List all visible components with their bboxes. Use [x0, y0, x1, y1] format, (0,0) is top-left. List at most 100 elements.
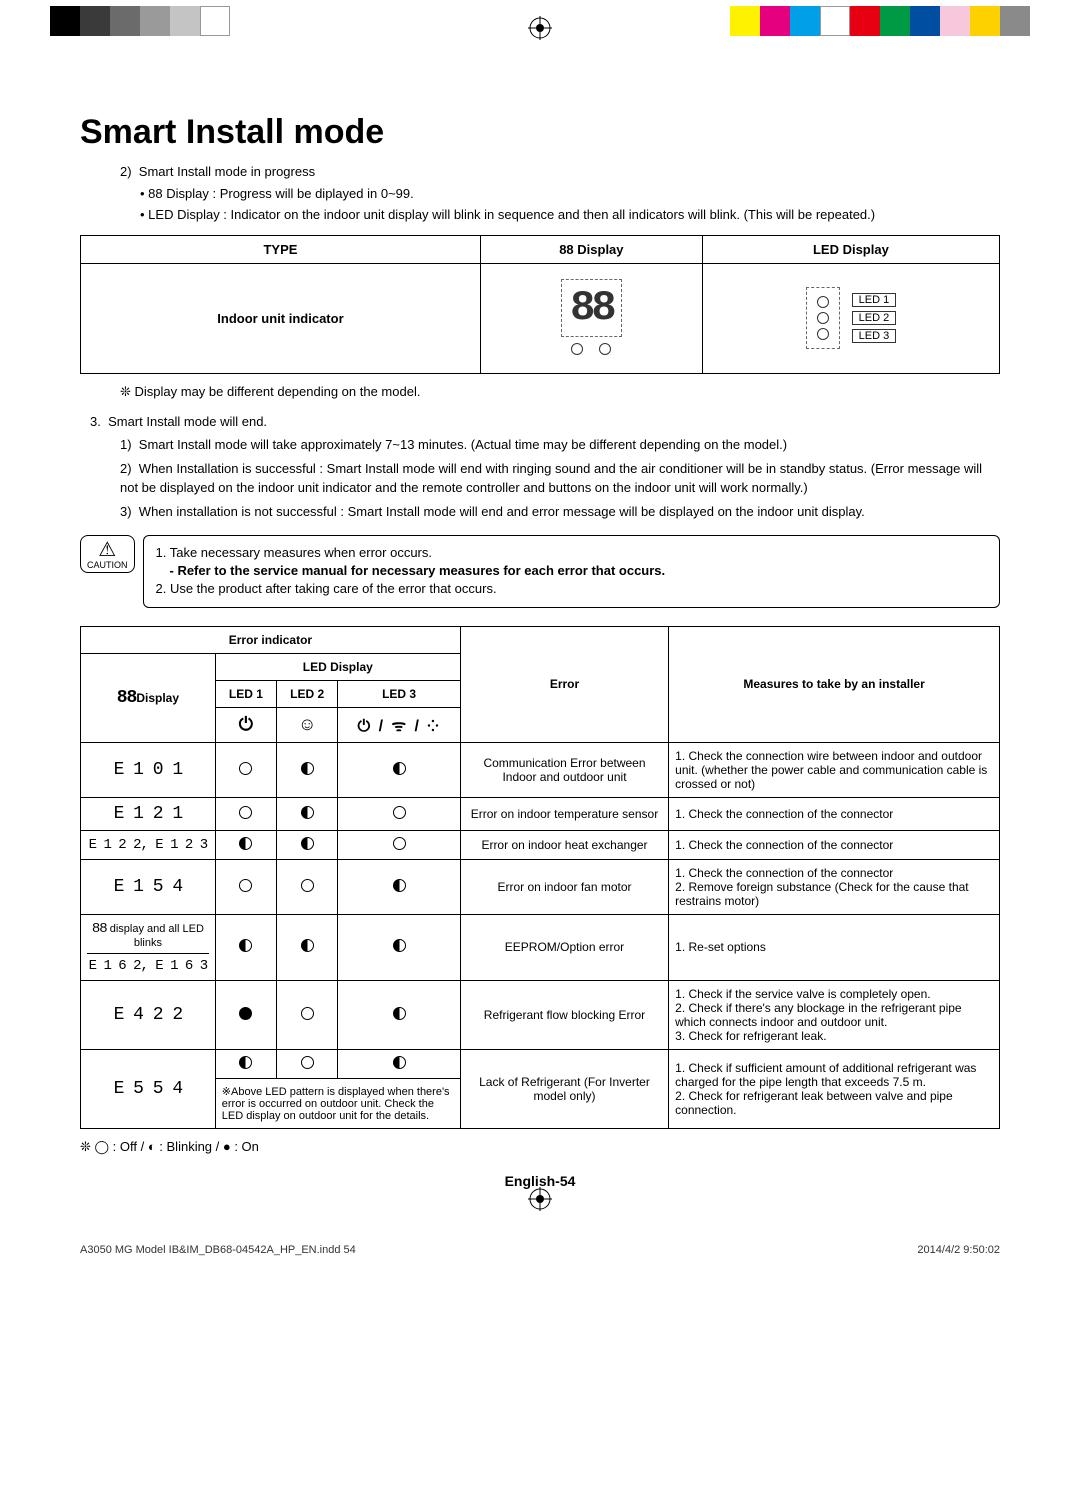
led3-state — [338, 830, 461, 859]
88-display-cell: 88 — [480, 263, 702, 373]
led-blink-icon — [239, 939, 252, 952]
s2n: 2) — [120, 461, 132, 476]
led-off-icon — [393, 837, 406, 850]
err-h-led: LED Display — [215, 653, 460, 680]
led2-state — [277, 1049, 338, 1078]
err-measure: 1. Check the connection wire between ind… — [669, 742, 1000, 797]
led-blink-icon — [393, 1056, 406, 1069]
err-text: EEPROM/Option error — [460, 914, 668, 980]
err-disp: E 5 5 4 — [81, 1049, 216, 1128]
led-off-icon — [239, 879, 252, 892]
led-off-icon — [301, 1007, 314, 1020]
led1-state — [215, 830, 276, 859]
err-measure: 1. Check if sufficient amount of additio… — [669, 1049, 1000, 1128]
led2-state — [277, 830, 338, 859]
intro-line: Smart Install mode in progress — [139, 164, 315, 179]
led-off-icon — [301, 1056, 314, 1069]
err-h-l2: LED 2 — [277, 680, 338, 707]
led-off-icon — [239, 806, 252, 819]
led-blink-icon — [239, 1056, 252, 1069]
err-text: Communication Error between Indoor and o… — [460, 742, 668, 797]
disp-h3: LED Display — [702, 235, 999, 263]
footer-file: A3050 MG Model IB&IM_DB68-04542A_HP_EN.i… — [80, 1244, 356, 1256]
section-3: 3. Smart Install mode will end. 1) Smart… — [90, 412, 1000, 522]
led2-icon: ☺ — [277, 707, 338, 742]
disp-h1: TYPE — [81, 235, 481, 263]
display-type-table: TYPE 88 Display LED Display Indoor unit … — [80, 235, 1000, 374]
intro-num: 2) — [120, 164, 132, 179]
led-blink-icon — [393, 939, 406, 952]
caution-box: ⚠ CAUTION 1. Take necessary measures whe… — [80, 535, 1000, 608]
led3-label: LED 3 — [852, 329, 897, 343]
page-title: Smart Install mode — [80, 113, 1000, 152]
led3-icons: ⏻ / ᯤ / ⁘ — [338, 707, 461, 742]
sec3-line: Smart Install mode will end. — [108, 414, 267, 429]
led2-state — [277, 742, 338, 797]
led-off-icon — [393, 806, 406, 819]
caution-l1: 1. Take necessary measures when error oc… — [156, 544, 988, 562]
led-off-icon — [301, 879, 314, 892]
err-measure: 1. Check the connection of the connector — [669, 830, 1000, 859]
err-text: Refrigerant flow blocking Error — [460, 980, 668, 1049]
led2-state — [277, 797, 338, 830]
err-h-error: Error — [460, 626, 668, 742]
sec3-s1: Smart Install mode will take approximate… — [139, 437, 787, 452]
led3-state — [338, 859, 461, 914]
led-blink-icon — [393, 1007, 406, 1020]
led3-state — [338, 980, 461, 1049]
err-text: Lack of Refrigerant (For Inverter model … — [460, 1049, 668, 1128]
led-blink-icon — [301, 762, 314, 775]
sec3-s3: When installation is not successful : Sm… — [139, 504, 865, 519]
led2-state — [277, 859, 338, 914]
led1-state — [215, 914, 276, 980]
h88-seg: 88 — [117, 688, 137, 708]
s1n: 1) — [120, 437, 132, 452]
led1-state — [215, 742, 276, 797]
legend: ❊ ◯ : Off / ◐ : Blinking / ● : On — [80, 1139, 1000, 1155]
led1-state — [215, 797, 276, 830]
led-blink-icon — [301, 837, 314, 850]
sec3-s2: When Installation is successful : Smart … — [120, 461, 982, 496]
err-measure: 1. Check the connection of the connector… — [669, 859, 1000, 914]
led1-state — [215, 980, 276, 1049]
led2-label: LED 2 — [852, 311, 897, 325]
intro-block: 2) Smart Install mode in progress 88 Dis… — [120, 162, 1000, 225]
led3-state — [338, 1049, 461, 1078]
err-h-measures: Measures to take by an installer — [669, 626, 1000, 742]
led-blink-icon — [301, 939, 314, 952]
registration-mark-bottom — [0, 1187, 1080, 1214]
err-h-l1: LED 1 — [215, 680, 276, 707]
led1-icon: ⏻ — [215, 707, 276, 742]
led3-state — [338, 914, 461, 980]
led2-state — [277, 980, 338, 1049]
led-display-cell: LED 1 LED 2 LED 3 — [702, 263, 999, 373]
print-footer: A3050 MG Model IB&IM_DB68-04542A_HP_EN.i… — [0, 1214, 1080, 1266]
err-disp: E 1 2 1 — [81, 797, 216, 830]
pattern-note: ※Above LED pattern is displayed when the… — [215, 1078, 460, 1128]
led-off-icon — [239, 762, 252, 775]
caution-label: CAUTION — [87, 560, 128, 570]
disp-h2: 88 Display — [480, 235, 702, 263]
led-blink-icon — [393, 879, 406, 892]
led2-state — [277, 914, 338, 980]
err-disp: E 1 5 4 — [81, 859, 216, 914]
model-note: ❊ Display may be different depending on … — [120, 384, 1000, 400]
led1-state — [215, 1049, 276, 1078]
caution-icon: ⚠ CAUTION — [80, 535, 135, 573]
err-disp: E 1 0 1 — [81, 742, 216, 797]
err-measure: 1. Re-set options — [669, 914, 1000, 980]
err-text: Error on indoor temperature sensor — [460, 797, 668, 830]
s3n: 3) — [120, 504, 132, 519]
err-text: Error on indoor heat exchanger — [460, 830, 668, 859]
led3-state — [338, 742, 461, 797]
led-blink-icon — [301, 806, 314, 819]
seg-88-icon: 88 — [570, 284, 612, 332]
err-measure: 1. Check the connection of the connector — [669, 797, 1000, 830]
led-on-icon — [239, 1007, 252, 1020]
err-h-indicator: Error indicator — [81, 626, 461, 653]
sec3-num: 3. — [90, 414, 101, 429]
intro-bullet-1: 88 Display : Progress will be diplayed i… — [140, 184, 1000, 204]
footer-date: 2014/4/2 9:50:02 — [917, 1244, 1000, 1256]
err-disp: E 1 2 2, E 1 2 3 — [81, 830, 216, 859]
led1-label: LED 1 — [852, 293, 897, 307]
